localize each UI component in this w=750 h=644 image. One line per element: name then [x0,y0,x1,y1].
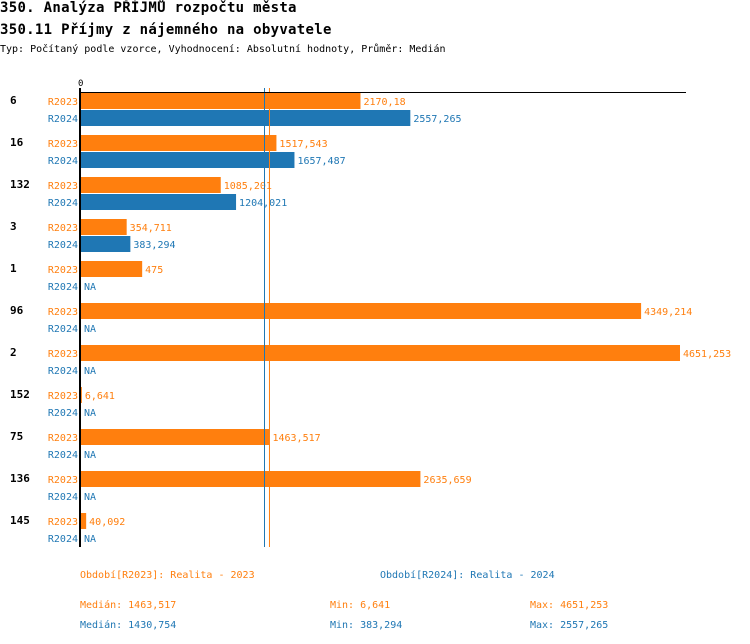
category-label: 3 [10,220,17,233]
bar [81,513,87,529]
series-label: R2023 [48,349,78,360]
chart-info: Typ: Počítaný podle vzorce, Vyhodnocení:… [0,44,446,55]
category-label: 1 [10,262,17,275]
series-label: R2024 [48,492,78,503]
data-label: 1085,201 [224,181,272,192]
series-label: R2023 [48,391,78,402]
data-label: NA [84,282,96,293]
series-label: R2023 [48,265,78,276]
bar [81,135,277,151]
bar [81,177,221,193]
data-label: 1517,543 [279,139,327,150]
data-label: NA [84,450,96,461]
category-label: 136 [10,472,30,485]
max-2023: Max: 4651,253 [530,600,609,611]
data-label: 1204,021 [239,198,287,209]
category-label: 96 [10,304,24,317]
series-label: R2024 [48,324,78,335]
median-2023: Medián: 1463,517 [80,600,177,611]
series-label: R2023 [48,139,78,150]
min-2024: Min: 383,294 [330,620,403,631]
data-label: NA [84,534,96,545]
series-label: R2024 [48,240,78,251]
bar [81,93,361,109]
page-title: 350. Analýza PŘÍJMŮ rozpočtu města [0,0,297,16]
series-label: R2024 [48,408,78,419]
data-label: 40,092 [89,517,125,528]
median-2024: Medián: 1430,754 [80,620,177,631]
data-label: 2557,265 [413,114,461,125]
data-label: 383,294 [133,240,175,251]
series-label: R2024 [48,534,78,545]
data-label: 2170,18 [363,97,405,108]
min-2023: Min: 6,641 [330,600,391,611]
category-label: 75 [10,430,23,443]
bar [81,236,131,252]
series-label: R2024 [48,114,78,125]
series-label: R2024 [48,282,78,293]
category-label: 152 [10,388,30,401]
bar [81,261,143,277]
data-label: 4349,214 [644,307,692,318]
legend-r2024: Období[R2024]: Realita - 2024 [380,570,555,581]
bar [81,387,82,403]
bar [81,110,411,126]
bar [81,152,295,168]
bar [81,429,270,445]
bar [81,303,642,319]
legend-r2023: Období[R2023]: Realita - 2023 [80,570,255,581]
category-label: 16 [10,136,24,149]
series-label: R2024 [48,366,78,377]
series-label: R2023 [48,307,78,318]
chart-title: 350.11 Příjmy z nájemného na obyvatele [0,22,332,38]
data-label: 475 [145,265,163,276]
data-label: 2635,659 [423,475,471,486]
bar-chart: 0 6 R2023 2170,18 R2024 2557,265 16 R2023 1517,5… [10,79,731,547]
data-label: NA [84,492,96,503]
bar [81,345,680,361]
category-label: 132 [10,178,30,191]
series-label: R2024 [48,450,78,461]
axis-tick-label: 0 [78,79,83,89]
bar [81,219,127,235]
data-label: 354,711 [130,223,172,234]
series-label: R2023 [48,181,78,192]
data-label: 6,641 [85,391,115,402]
data-label: 1463,517 [272,433,320,444]
bar [81,194,237,210]
series-label: R2024 [48,156,78,167]
category-label: 145 [10,514,30,527]
category-label: 2 [10,346,17,359]
data-label: 4651,253 [683,349,731,360]
data-label: NA [84,408,96,419]
data-label: NA [84,366,96,377]
max-2024: Max: 2557,265 [530,620,609,631]
series-label: R2023 [48,97,78,108]
series-label: R2023 [48,223,78,234]
series-label: R2024 [48,198,78,209]
series-label: R2023 [48,433,78,444]
data-label: NA [84,324,96,335]
series-label: R2023 [48,475,78,486]
category-label: 6 [10,94,17,107]
data-label: 1657,487 [297,156,345,167]
series-label: R2023 [48,517,78,528]
bar [81,471,421,487]
